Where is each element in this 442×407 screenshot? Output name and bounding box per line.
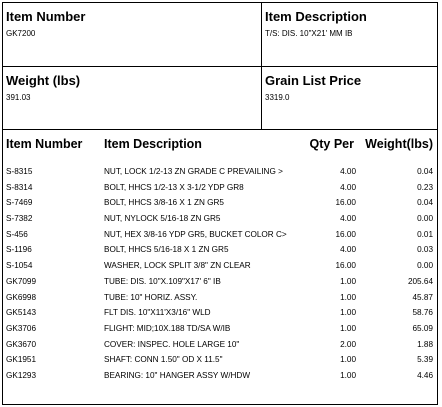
cell-qty: 1.00 (340, 355, 356, 365)
cell-weight: 0.00 (417, 214, 433, 224)
col-header-item-number: Item Number (6, 137, 83, 151)
item-description-label: Item Description (265, 9, 367, 24)
cell-item-number: GK1293 (6, 370, 37, 380)
col-header-item-description: Item Description (104, 137, 202, 151)
cell-item-number: GK3670 (6, 339, 37, 349)
grain-list-price-label: Grain List Price (265, 73, 362, 88)
grain-list-price-value: 3319.0 (265, 93, 290, 102)
cell-description: TUBE: 10" HORIZ. ASSY. (104, 292, 198, 302)
cell-item-number: S-7469 (6, 198, 33, 208)
table-row: S-7469 BOLT, HHCS 3/8-16 X 1 ZN GR5 16.00 0… (3, 198, 439, 214)
table-row: S-8315 NUT, LOCK 1/2-13 ZN GRADE C PREVAI… (3, 167, 439, 183)
item-sheet: Item Number GK7200 Item Description T/S:… (2, 2, 438, 405)
item-number-value: GK7200 (6, 29, 36, 38)
table-row: GK3706 FLIGHT: MID;10X.188 TD/SA W/IB 1.00… (3, 324, 439, 340)
cell-description: NUT, NYLOCK 5/16-18 ZN GR5 (104, 214, 221, 224)
cell-description: NUT, LOCK 1/2-13 ZN GRADE C PREVAILING > (104, 167, 283, 176)
table-row: S-7382 NUT, NYLOCK 5/16-18 ZN GR5 4.00 0.00 (3, 214, 439, 230)
weight-label: Weight (lbs) (6, 73, 81, 88)
cell-item-number: GK7099 (6, 276, 37, 286)
col-header-weight: Weight(lbs) (365, 137, 433, 151)
cell-qty: 4.00 (340, 182, 356, 192)
cell-weight: 0.04 (417, 198, 433, 208)
header-divider-bottom (3, 129, 437, 130)
cell-description: BEARING: 10" HANGER ASSY W/HDW (104, 370, 251, 380)
weight-value: 391.03 (6, 93, 31, 102)
cell-qty: 2.00 (340, 339, 356, 349)
parts-table-body: S-8315 NUT, LOCK 1/2-13 ZN GRADE C PREVAI… (3, 167, 439, 387)
cell-weight: 4.46 (417, 370, 433, 380)
cell-weight: 0.03 (417, 245, 433, 255)
cell-item-number: S-456 (6, 229, 28, 239)
cell-weight: 0.00 (417, 261, 433, 271)
cell-qty: 1.00 (340, 292, 356, 302)
cell-qty: 4.00 (340, 245, 356, 255)
cell-description: TUBE: DIS. 10"X.109"X17' 6" IB (104, 276, 221, 286)
cell-weight: 0.01 (417, 229, 433, 239)
cell-description: BOLT, HHCS 3/8-16 X 1 ZN GR5 (104, 198, 224, 208)
cell-description: COVER: INSPEC. HOLE LARGE 10" (104, 339, 240, 349)
cell-weight: 0.04 (417, 167, 433, 176)
table-row: S-456 NUT, HEX 3/8-16 YDP GR5, BUCKET COL… (3, 230, 439, 246)
cell-description: NUT, HEX 3/8-16 YDP GR5, BUCKET COLOR C> (104, 229, 287, 239)
cell-item-number: GK1951 (6, 355, 37, 365)
cell-weight: 1.88 (417, 339, 433, 349)
cell-description: SHAFT: CONN 1.50" OD X 11.5" (104, 355, 223, 365)
cell-qty: 1.00 (340, 276, 356, 286)
cell-item-number: S-8314 (6, 182, 33, 192)
table-row: GK3670 COVER: INSPEC. HOLE LARGE 10" 2.00 1… (3, 340, 439, 356)
cell-item-number: S-1196 (6, 245, 32, 255)
cell-item-number: GK6998 (6, 292, 37, 302)
cell-description: BOLT, HHCS 5/16-18 X 1 ZN GR5 (104, 245, 229, 255)
table-row: GK1951 SHAFT: CONN 1.50" OD X 11.5" 1.00 5.… (3, 355, 439, 371)
col-header-qty-per: Qty Per (309, 137, 354, 151)
cell-item-number: S-1054 (6, 261, 33, 271)
cell-item-number: S-7382 (6, 214, 33, 224)
cell-qty: 1.00 (340, 323, 356, 333)
table-row: GK7099 TUBE: DIS. 10"X.109"X17' 6" IB 1.00… (3, 277, 439, 293)
cell-weight: 205.64 (407, 276, 433, 286)
cell-weight: 5.39 (417, 355, 433, 365)
header-divider-middle (3, 66, 437, 67)
table-row: S-1196 BOLT, HHCS 5/16-18 X 1 ZN GR5 4.00 0… (3, 245, 439, 261)
table-row: GK5143 FLT DIS. 10"X11'X3/16" WLD 1.00 58.7… (3, 308, 439, 324)
cell-weight: 65.09 (412, 323, 434, 333)
table-row: GK1293 BEARING: 10" HANGER ASSY W/HDW 1.00… (3, 371, 439, 387)
cell-qty: 16.00 (335, 229, 357, 239)
cell-description: FLT DIS. 10"X11'X3/16" WLD (104, 308, 211, 318)
item-description-value: T/S: DIS. 10"X21' MM IB (265, 29, 353, 38)
cell-description: FLIGHT: MID;10X.188 TD/SA W/IB (104, 323, 231, 333)
cell-qty: 16.00 (335, 198, 357, 208)
cell-description: BOLT, HHCS 1/2-13 X 3-1/2 YDP GR8 (104, 182, 244, 192)
cell-weight: 45.87 (412, 292, 434, 302)
cell-weight: 58.76 (412, 308, 434, 318)
cell-item-number: S-8315 (6, 167, 33, 176)
cell-description: WASHER, LOCK SPLIT 3/8" ZN CLEAR (104, 261, 251, 271)
cell-qty: 4.00 (340, 214, 356, 224)
cell-weight: 0.23 (417, 182, 433, 192)
cell-item-number: GK3706 (6, 323, 37, 333)
cell-item-number: GK5143 (6, 308, 37, 318)
cell-qty: 1.00 (340, 370, 356, 380)
item-number-label: Item Number (6, 9, 86, 24)
table-row: S-1054 WASHER, LOCK SPLIT 3/8" ZN CLEAR 16… (3, 261, 439, 277)
table-row: S-8314 BOLT, HHCS 1/2-13 X 3-1/2 YDP GR8 4… (3, 183, 439, 199)
cell-qty: 1.00 (340, 308, 356, 318)
cell-qty: 4.00 (340, 167, 356, 176)
table-row: GK6998 TUBE: 10" HORIZ. ASSY. 1.00 45.87 (3, 293, 439, 309)
cell-qty: 16.00 (335, 261, 357, 271)
